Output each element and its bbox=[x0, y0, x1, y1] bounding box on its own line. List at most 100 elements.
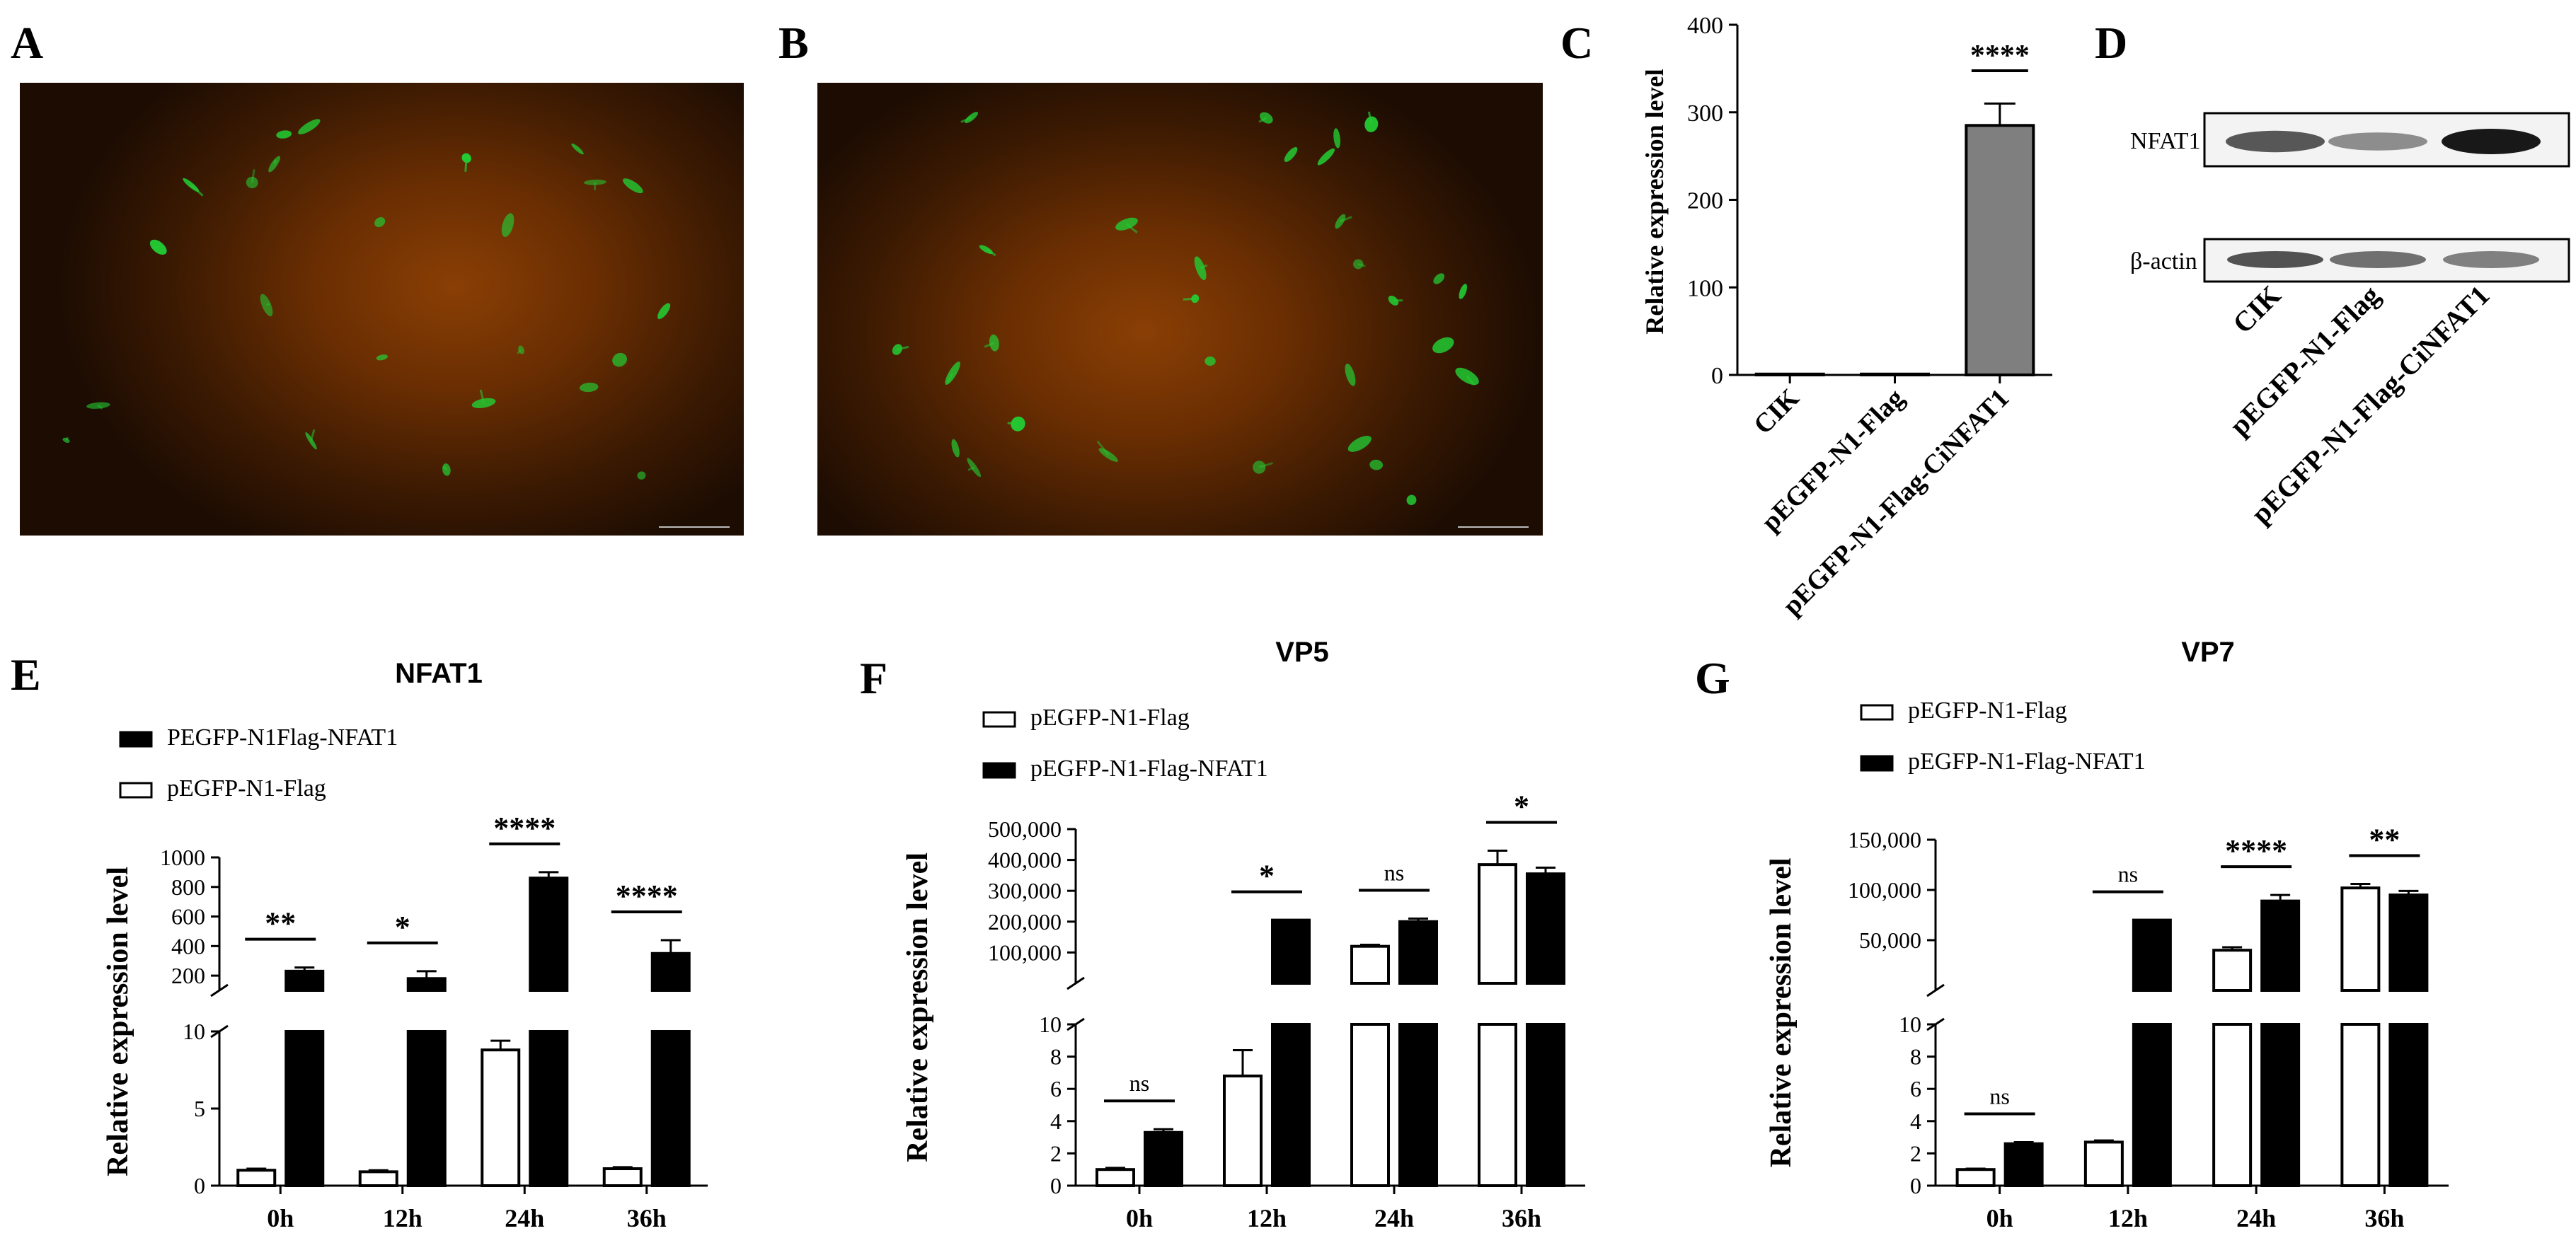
bar bbox=[2083, 1140, 2124, 1187]
gfp-process bbox=[152, 245, 159, 250]
gfp-process bbox=[593, 182, 597, 191]
y-tick-label: 10 bbox=[1039, 1012, 1062, 1037]
gfp-cell bbox=[246, 176, 258, 189]
gfp-cell bbox=[1333, 128, 1341, 149]
gfp-cell bbox=[1369, 459, 1384, 470]
gfp-cell bbox=[583, 179, 606, 185]
bar bbox=[1271, 1023, 1311, 1187]
bar bbox=[1350, 1023, 1390, 1187]
chart-g: VP7 pEGFP-N1-Flag pEGFP-N1-Flag-NFAT1 0 2 4 6 8… bbox=[1765, 637, 2449, 1232]
y-tick-label: 100,000 bbox=[988, 939, 1062, 965]
bar bbox=[481, 1048, 521, 1188]
sig-label: ** bbox=[2369, 822, 2400, 857]
gfp-cell bbox=[1347, 435, 1372, 452]
bar bbox=[236, 1169, 277, 1187]
gfp-cell bbox=[1353, 259, 1364, 270]
bar bbox=[1478, 863, 1517, 985]
y-tick-label: 200 bbox=[171, 963, 205, 988]
bar bbox=[1478, 1023, 1517, 1187]
gfp-process bbox=[1007, 422, 1018, 425]
sig-label: **** bbox=[2225, 833, 2287, 868]
micro-a-cells bbox=[62, 119, 730, 528]
sig-label: ns bbox=[1384, 860, 1404, 885]
sig-label: * bbox=[1259, 859, 1275, 893]
bar bbox=[406, 977, 447, 993]
x-tick-label: 24h bbox=[1374, 1204, 1414, 1232]
c-y-tick-label: 400 bbox=[1687, 13, 1723, 39]
bar bbox=[2132, 1023, 2172, 1187]
y-label: Relative expression level bbox=[102, 867, 134, 1176]
panel-letter-e: E bbox=[11, 649, 41, 700]
y-tick-label: 5 bbox=[194, 1096, 205, 1121]
y-tick-label: 50,000 bbox=[1859, 927, 1921, 953]
gfp-process bbox=[190, 184, 204, 197]
micrograph-a bbox=[20, 83, 744, 536]
gfp-cell bbox=[1388, 295, 1399, 306]
chart-c: 0100200300400CIKpEGFP-N1-FlagpEGFP-N1-Fl… bbox=[1640, 13, 2052, 621]
blot-band-actin bbox=[2443, 251, 2539, 268]
blot-label-nfat1: NFAT1 bbox=[2130, 128, 2201, 154]
gfp-cell bbox=[1253, 461, 1266, 474]
y-label: Relative expression level bbox=[902, 852, 934, 1162]
sig-label: ns bbox=[1129, 1070, 1149, 1096]
panel-letter-f: F bbox=[860, 653, 887, 703]
gfp-process bbox=[310, 429, 316, 441]
chart-title: NFAT1 bbox=[395, 658, 483, 689]
gfp-cell bbox=[612, 352, 628, 367]
c-x-tick-label: pEGFP-N1-Flag-CiNFAT1 bbox=[1777, 383, 2015, 621]
y-tick-label: 4 bbox=[1050, 1109, 1062, 1134]
bar bbox=[2212, 949, 2253, 992]
blot-band-nfat1 bbox=[2442, 129, 2541, 154]
legend-swatch bbox=[982, 711, 1016, 728]
bar bbox=[2388, 893, 2429, 992]
gfp-process bbox=[442, 465, 447, 470]
gfp-process bbox=[516, 349, 522, 354]
bar bbox=[2260, 899, 2301, 992]
x-tick-label: 0h bbox=[267, 1204, 294, 1232]
gfp-process bbox=[479, 389, 485, 404]
legend-swatch bbox=[1860, 704, 1894, 721]
x-tick-label: 24h bbox=[2236, 1204, 2276, 1232]
bar bbox=[529, 877, 569, 992]
panel-letter-g: G bbox=[1695, 653, 1730, 703]
gfp-process bbox=[1200, 264, 1208, 270]
bar bbox=[1398, 1023, 1438, 1187]
y-tick-label: 400 bbox=[171, 933, 205, 959]
gfp-cell bbox=[892, 344, 902, 355]
bar bbox=[529, 1030, 569, 1187]
legend-swatch bbox=[1860, 755, 1894, 772]
y-tick-label: 0 bbox=[1910, 1173, 1921, 1198]
gfp-process bbox=[897, 345, 909, 351]
gfp-cell bbox=[571, 143, 584, 155]
bar bbox=[2340, 1023, 2381, 1187]
gfp-process bbox=[1340, 216, 1352, 223]
y-tick-label: 600 bbox=[171, 904, 205, 930]
panel-letter-d: D bbox=[2095, 18, 2127, 68]
c-x-tick-label: CIK bbox=[1748, 383, 1805, 440]
y-tick-label: 300,000 bbox=[988, 878, 1062, 903]
chart-title: VP7 bbox=[2181, 637, 2235, 668]
bar bbox=[358, 1170, 398, 1188]
legend-label: pEGFP-N1-Flag bbox=[1030, 705, 1190, 731]
y-tick-label: 10 bbox=[1899, 1012, 1921, 1037]
gfp-cell bbox=[1455, 367, 1479, 386]
blot-band-actin bbox=[2227, 251, 2323, 268]
gfp-process bbox=[1258, 462, 1273, 468]
x-tick-label: 36h bbox=[2364, 1204, 2404, 1232]
x-tick-label: 0h bbox=[1986, 1204, 2013, 1232]
gfp-cell bbox=[1194, 256, 1207, 280]
y-tick-label: 100,000 bbox=[1848, 877, 1921, 903]
x-tick-label: 0h bbox=[1126, 1204, 1153, 1232]
bar bbox=[2132, 918, 2172, 992]
chart-e: NFAT1 PEGFP-N1Flag-NFAT1 pEGFP-N1-Flag 0 5 10… bbox=[102, 658, 708, 1232]
legend-label: pEGFP-N1-Flag bbox=[167, 775, 326, 802]
c-bar bbox=[1965, 124, 2035, 376]
y-tick-label: 200,000 bbox=[988, 909, 1062, 935]
y-tick-label: 0 bbox=[1050, 1173, 1062, 1198]
y-tick-label: 0 bbox=[194, 1173, 205, 1198]
gfp-cell bbox=[1317, 148, 1335, 166]
gfp-process bbox=[97, 404, 103, 410]
gfp-process bbox=[946, 372, 954, 384]
y-tick-label: 8 bbox=[1050, 1044, 1062, 1070]
